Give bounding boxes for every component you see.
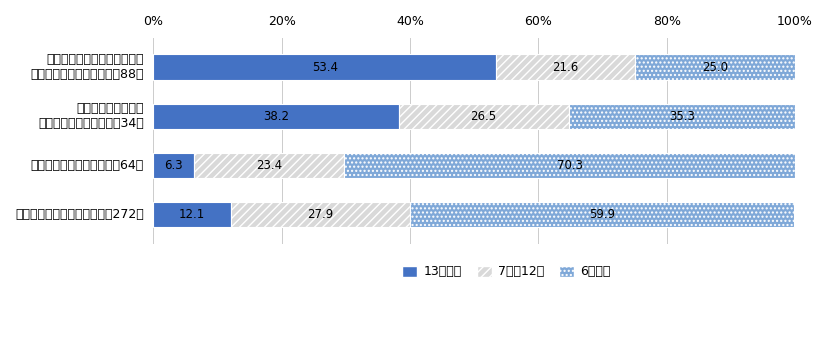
Bar	[398, 103, 568, 129]
Text: 6.3: 6.3	[165, 159, 183, 172]
Bar	[153, 202, 231, 227]
Text: 23.4: 23.4	[256, 159, 282, 172]
Text: 38.2: 38.2	[263, 110, 289, 123]
Text: 12.1: 12.1	[179, 208, 205, 221]
Legend: 13点以上, 7点～12点, 6点以下: 13点以上, 7点～12点, 6点以下	[397, 261, 615, 283]
Text: 27.9: 27.9	[307, 208, 333, 221]
Text: 21.6: 21.6	[552, 61, 578, 74]
Text: 59.9: 59.9	[589, 208, 614, 221]
Bar	[153, 153, 194, 178]
Text: 26.5: 26.5	[470, 110, 496, 123]
Text: 70.3: 70.3	[556, 159, 582, 172]
Bar	[153, 55, 495, 80]
Bar	[153, 103, 398, 129]
Bar	[568, 103, 794, 129]
Text: 35.3: 35.3	[668, 110, 694, 123]
Text: 25.0: 25.0	[701, 61, 727, 74]
Text: 53.4: 53.4	[312, 61, 337, 74]
Bar	[409, 202, 793, 227]
Bar	[231, 202, 409, 227]
Bar	[495, 55, 634, 80]
Bar	[634, 55, 794, 80]
Bar	[343, 153, 794, 178]
Bar	[194, 153, 343, 178]
